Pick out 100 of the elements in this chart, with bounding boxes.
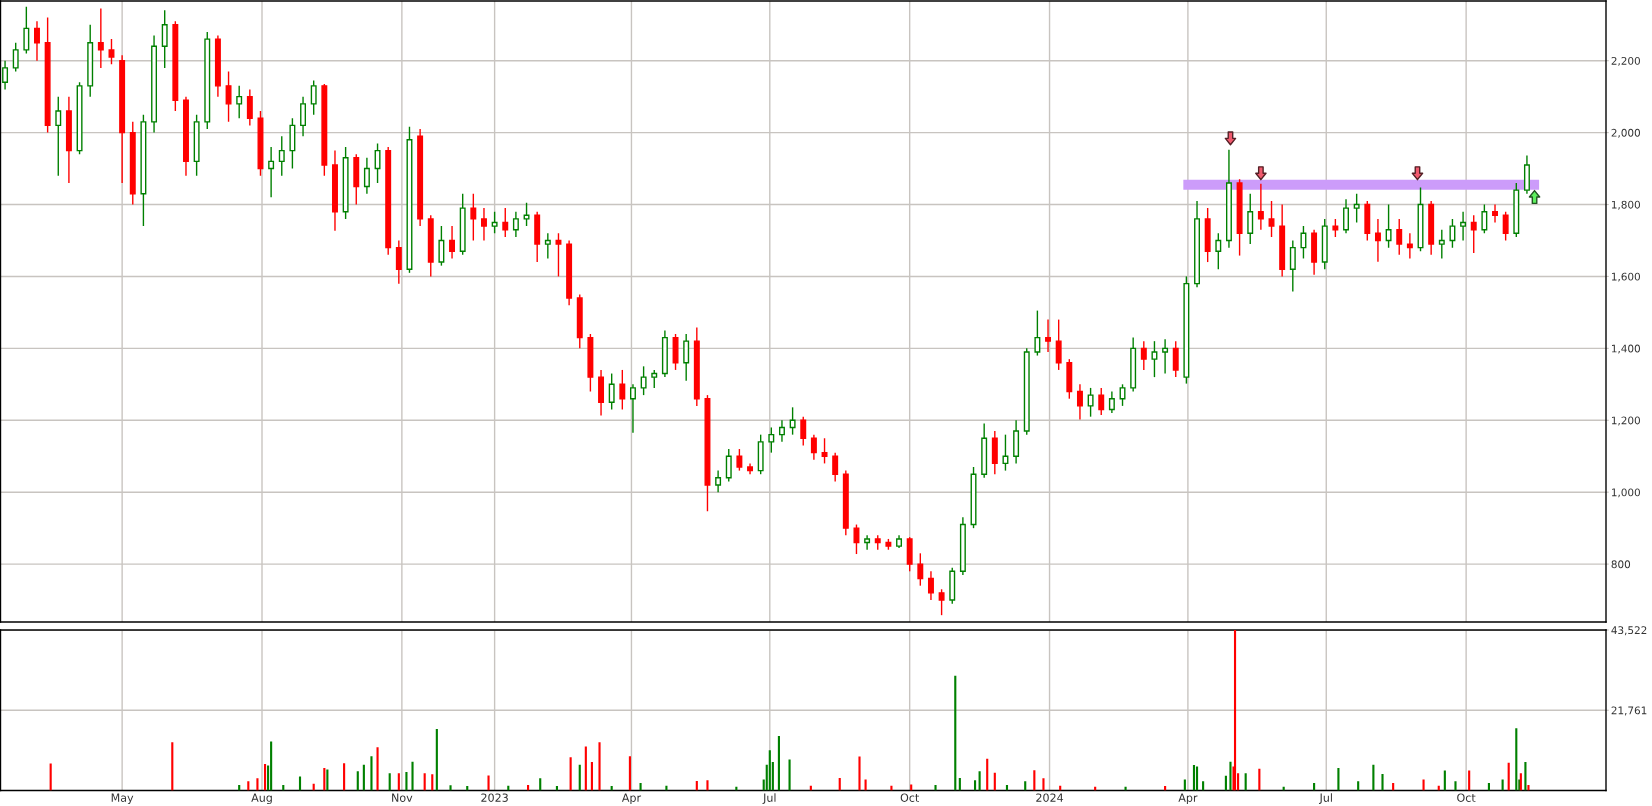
candlestick: [544, 232, 551, 260]
candlestick: [1140, 340, 1147, 371]
bar: [49, 763, 52, 791]
x-tick-label: Jul: [1318, 793, 1332, 804]
bar: [1372, 764, 1375, 791]
candlestick: [917, 552, 924, 587]
candlestick: [512, 211, 519, 238]
bar: [934, 784, 937, 791]
x-tick-label: Jul: [762, 793, 776, 804]
candlestick: [310, 79, 317, 116]
candlestick: [1438, 228, 1445, 260]
candlestick: [1076, 383, 1083, 421]
candlestick: [236, 85, 243, 119]
candlestick: [1470, 214, 1477, 254]
bar: [590, 762, 593, 791]
bar: [858, 756, 861, 791]
candlestick: [2, 59, 9, 91]
candlestick: [246, 88, 253, 127]
bar: [423, 773, 426, 791]
candlestick: [1045, 318, 1052, 353]
candlestick: [683, 333, 690, 382]
candlestick: [1162, 338, 1169, 375]
x-tick-label: 2024: [1036, 793, 1064, 802]
candlestick: [1406, 232, 1413, 260]
y-tick-label: 43,522: [1611, 626, 1647, 636]
y-tick-label: 800: [1611, 560, 1631, 569]
candlestick: [1300, 225, 1307, 260]
bar: [1233, 630, 1237, 791]
candlestick: [1172, 340, 1179, 378]
bar: [1195, 766, 1199, 791]
x-tick-label: 2023: [481, 793, 508, 802]
candlestick: [1353, 193, 1360, 224]
candlestick: [1374, 218, 1381, 263]
candlestick: [725, 448, 732, 483]
bar: [1527, 784, 1530, 791]
bar: [1468, 770, 1471, 791]
candlestick: [555, 232, 562, 278]
candlestick: [374, 142, 381, 184]
candlestick: [55, 95, 62, 177]
candlestick: [161, 9, 168, 69]
candlestick: [268, 146, 275, 199]
y-tick-label: 21,761: [1611, 706, 1647, 716]
y-tick-label: 1,800: [1612, 200, 1640, 210]
candlestick: [629, 383, 636, 434]
bar: [370, 756, 373, 791]
bar: [628, 756, 631, 791]
candlestick: [34, 20, 40, 62]
bar: [1515, 728, 1518, 791]
candlestick: [300, 95, 307, 137]
x-tick-label: Aug: [251, 793, 272, 805]
candlestick: [1481, 203, 1488, 234]
candlestick: [1119, 383, 1126, 407]
candlestick: [523, 202, 530, 227]
x-tick-label: May: [111, 793, 134, 805]
bar: [978, 771, 981, 791]
candlestick: [1002, 433, 1009, 472]
bar: [1033, 770, 1036, 791]
bar: [397, 773, 400, 791]
bar: [431, 774, 434, 791]
candlestick: [1385, 203, 1392, 249]
candlestick: [438, 225, 445, 267]
candlestick: [1396, 218, 1403, 256]
candlestick: [23, 6, 30, 55]
y-tick-label: 1,400: [1612, 344, 1640, 354]
bar: [1501, 779, 1504, 791]
bar: [435, 728, 438, 791]
bar: [584, 746, 587, 791]
candlestick: [12, 42, 19, 73]
candlestick: [853, 523, 860, 555]
bar: [1443, 770, 1446, 791]
bar: [777, 735, 780, 791]
point: [1224, 131, 1237, 146]
bar: [1519, 773, 1522, 791]
bar: [954, 675, 957, 791]
candlestick: [927, 570, 934, 601]
candlestick: [1034, 309, 1041, 357]
bar: [343, 763, 346, 791]
candlestick: [278, 135, 285, 177]
x-tick-label: Apr: [1178, 793, 1198, 805]
bar: [973, 780, 977, 791]
bar: [1042, 778, 1045, 791]
point: [1528, 189, 1541, 205]
bar: [864, 779, 867, 791]
bar: [1422, 779, 1425, 791]
candlestick: [1449, 218, 1456, 249]
candlestick: [1492, 203, 1498, 224]
bar: [411, 761, 414, 791]
candlestick: [1215, 232, 1222, 270]
bar: [388, 773, 391, 791]
bar: [986, 758, 989, 791]
candlestick: [778, 419, 785, 443]
bar: [356, 771, 359, 791]
x-tick-label: Oct: [1457, 793, 1476, 802]
bar: [449, 785, 452, 791]
candlestick: [608, 372, 615, 411]
candlestick: [768, 426, 775, 454]
candlestick: [395, 239, 402, 285]
candlestick: [1502, 211, 1509, 242]
y-tick-label: 2,000: [1611, 128, 1640, 138]
candlestick: [1257, 182, 1264, 231]
